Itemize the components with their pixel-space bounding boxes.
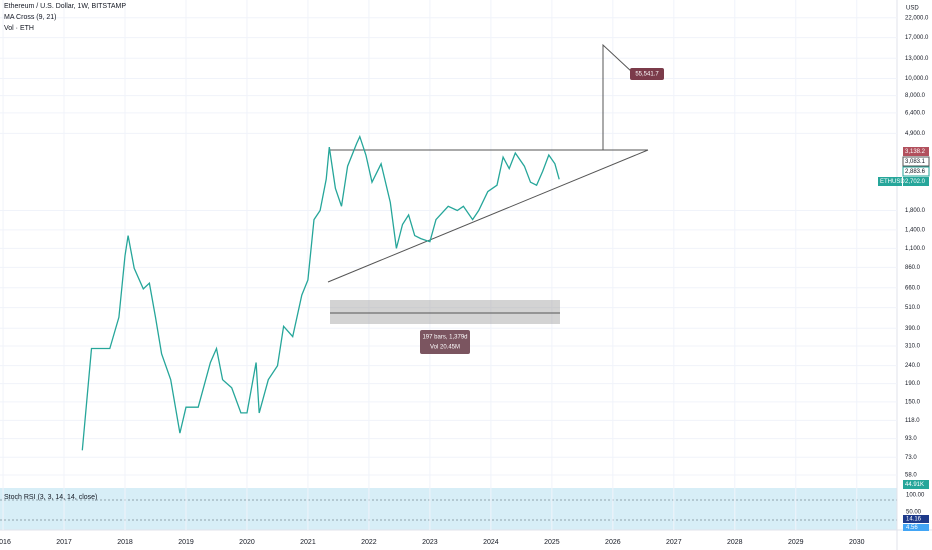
y-tick-label: 1,800.0: [905, 208, 926, 214]
y-tick-label: 4,900.0: [905, 131, 926, 137]
stoch-pane: [0, 488, 897, 530]
y-tick-label: 8,000.0: [905, 93, 926, 99]
x-tick-label: 2022: [361, 539, 377, 546]
x-tick-label: 2025: [544, 539, 560, 546]
stoch-label: 50.00: [906, 510, 922, 516]
axis-unit: USD: [906, 6, 919, 12]
x-tick-label: 2019: [178, 539, 194, 546]
price-label: 2,883.6: [905, 169, 926, 175]
x-tick-label: 2030: [849, 539, 865, 546]
range-info-box: [420, 330, 470, 354]
x-tick-label: 2023: [422, 539, 438, 546]
y-tick-label: 240.0: [905, 363, 921, 369]
x-tick-label: 2027: [666, 539, 682, 546]
y-tick-label: 310.0: [905, 344, 921, 350]
x-tick-label: 2017: [56, 539, 72, 546]
x-tick-label: 2024: [483, 539, 499, 546]
y-tick-label: 6,400.0: [905, 110, 926, 116]
stoch-label: 4.56: [906, 525, 918, 531]
price-label: 3,083.1: [905, 159, 926, 165]
projection: [602, 43, 633, 150]
y-tick-label: 150.0: [905, 399, 921, 405]
price-tag: [902, 156, 930, 167]
x-tick-label: 2016: [0, 539, 11, 546]
y-tick-label: 390.0: [905, 326, 921, 332]
y-tick-label: 1,400.0: [905, 227, 926, 233]
x-tick-label: 2029: [788, 539, 804, 546]
range-box: [330, 300, 560, 324]
x-tick-label: 2021: [300, 539, 316, 546]
range-volume: Vol 20.45M: [430, 345, 460, 351]
price-label: 3,138.2: [905, 149, 926, 155]
price-tag: [902, 166, 930, 177]
y-tick-label: 93.0: [905, 436, 917, 442]
header-volume: Vol · ETH: [4, 25, 34, 32]
y-tick-label: 510.0: [905, 305, 921, 311]
volume-tag: [903, 480, 929, 489]
x-tick-label: 2018: [117, 539, 133, 546]
y-tick-label: 13,000.0: [905, 56, 929, 62]
range-bars: 197 bars, 1,379d: [422, 335, 467, 341]
stoch-title: Stoch RSI (3, 3, 14, 14, close): [4, 494, 97, 501]
y-tick-label: 17,000.0: [905, 35, 929, 41]
header-indicator: MA Cross (9, 21): [4, 14, 57, 21]
y-tick-label: 73.0: [905, 455, 917, 461]
price-tag: [903, 147, 929, 156]
price-line: [81, 134, 560, 451]
y-tick-label: 1,100.0: [905, 246, 926, 252]
header-title: Ethereum / U.S. Dollar, 1W, BITSTAMP: [4, 3, 126, 10]
y-tick-label: 58.0: [905, 473, 917, 479]
y-tick-label: 190.0: [905, 381, 921, 387]
stoch-label: 14.16: [906, 517, 922, 523]
stoch-tag: [903, 515, 929, 523]
symbol-tag: ETHUSD: [880, 179, 905, 185]
y-tick-label: 860.0: [905, 265, 921, 271]
symbol-tag-box: [878, 177, 902, 186]
trend-line: [327, 149, 649, 283]
target-box: [630, 68, 664, 80]
volume-label: 44.91K: [905, 482, 924, 488]
y-tick-label: 22,000.0: [905, 15, 929, 21]
stoch-label: 100.00: [906, 493, 925, 499]
y-tick-label: 10,000.0: [905, 76, 929, 82]
y-tick-label: 118.0: [905, 418, 920, 424]
x-tick-label: 2028: [727, 539, 743, 546]
target-label: 55,541.7: [635, 72, 659, 78]
price-tag: [903, 177, 929, 186]
y-tick-label: 660.0: [905, 285, 921, 291]
x-tick-label: 2020: [239, 539, 255, 546]
x-tick-label: 2026: [605, 539, 621, 546]
stoch-tag: [903, 524, 929, 531]
price-label: 2,702.0: [905, 179, 926, 185]
